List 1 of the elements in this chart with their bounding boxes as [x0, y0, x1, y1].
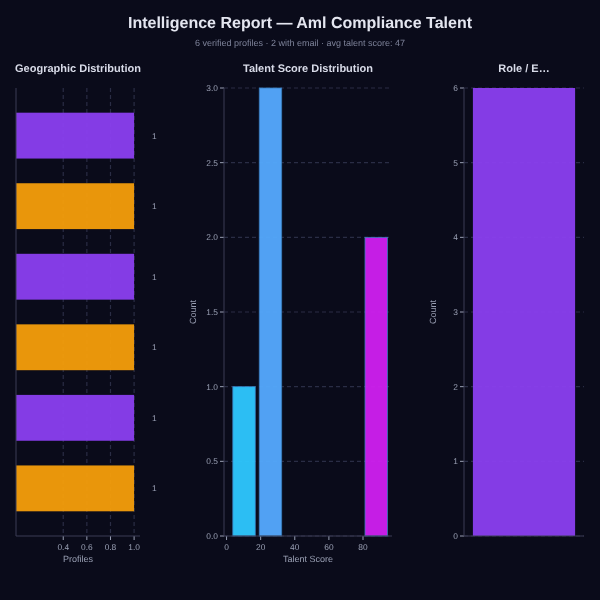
text: Intelligence Report — Aml Compliance Talent [127, 14, 473, 32]
